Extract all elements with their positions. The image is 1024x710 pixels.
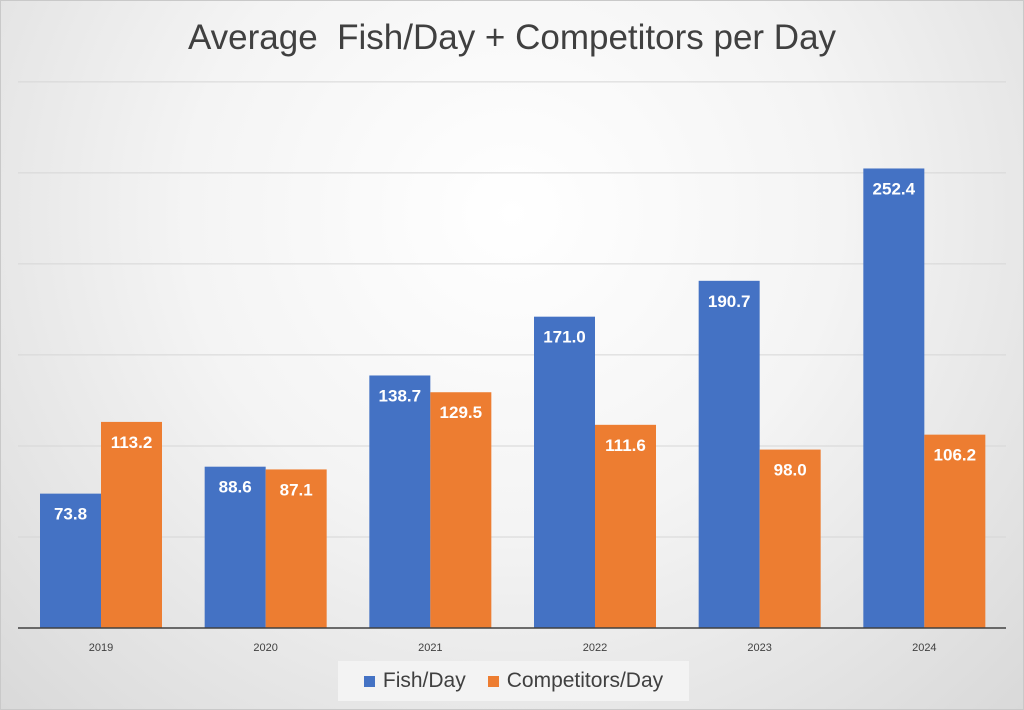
bar-competitors-day-2019 xyxy=(101,421,162,628)
bar-fish-day-2021 xyxy=(369,375,431,628)
data-label-fish-day-2024: 252.4 xyxy=(873,179,916,198)
bar-competitors-day-2024 xyxy=(924,434,986,628)
bar-fish-day-2022 xyxy=(534,316,595,628)
data-label-competitors-day-2021: 129.5 xyxy=(440,403,483,422)
legend-item-competitors: Competitors/Day xyxy=(487,669,664,693)
x-tick-label-2023: 2023 xyxy=(747,642,771,654)
x-tick-label-2024: 2024 xyxy=(912,642,936,654)
data-label-fish-day-2020: 88.6 xyxy=(219,478,252,497)
data-label-fish-day-2023: 190.7 xyxy=(708,292,751,311)
bar-competitors-day-2020 xyxy=(265,469,327,628)
data-label-competitors-day-2020: 87.1 xyxy=(280,480,313,499)
x-tick-label-2021: 2021 xyxy=(418,642,442,654)
chart-title: Average Fish/Day + Competitors per Day xyxy=(187,18,837,57)
x-tick-label-2019: 2019 xyxy=(89,642,113,654)
bar-competitors-day-2023 xyxy=(759,449,821,628)
legend-item-fish: Fish/Day xyxy=(363,669,466,693)
data-label-fish-day-2021: 138.7 xyxy=(379,386,422,405)
data-label-competitors-day-2024: 106.2 xyxy=(934,446,977,465)
legend-label-competitors: Competitors/Day xyxy=(506,669,664,692)
bar-fish-day-2023 xyxy=(698,280,760,628)
data-label-competitors-day-2022: 111.6 xyxy=(605,436,646,455)
legend-swatch-fish xyxy=(363,675,375,687)
x-tick-label-2022: 2022 xyxy=(583,642,607,654)
bar-competitors-day-2022 xyxy=(595,424,656,628)
bar-fish-day-2024 xyxy=(863,168,925,628)
bar-fish-day-2020 xyxy=(204,466,266,628)
data-label-fish-day-2022: 171.0 xyxy=(543,328,586,347)
data-label-competitors-day-2019: 113.2 xyxy=(111,433,153,452)
x-tick-label-2020: 2020 xyxy=(253,642,277,654)
bar-fish-day-2019 xyxy=(40,493,101,628)
bar-competitors-day-2021 xyxy=(430,392,492,628)
data-label-fish-day-2019: 73.8 xyxy=(54,505,87,524)
legend-label-fish: Fish/Day xyxy=(382,669,466,692)
legend-swatch-competitors xyxy=(487,675,499,687)
data-label-competitors-day-2023: 98.0 xyxy=(774,461,807,480)
legend: Fish/Day Competitors/Day xyxy=(338,661,689,701)
